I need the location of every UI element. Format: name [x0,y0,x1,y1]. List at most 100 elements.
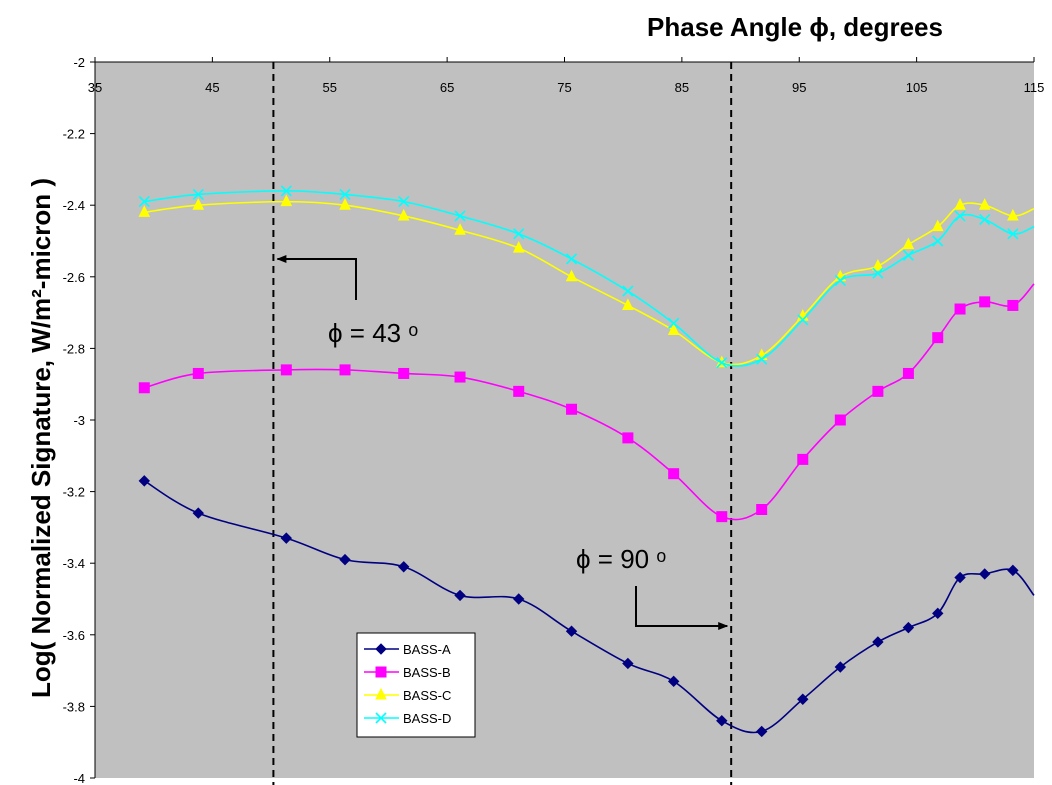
y-axis-title: Log( Normalized Signature, W/m²-micron ) [26,178,56,698]
data-point [834,661,847,673]
data-point [1007,299,1019,311]
data-point [932,607,944,620]
data-point [192,198,205,210]
annotation-arrow-right [635,586,729,630]
data-point [978,568,991,580]
data-point [834,274,846,286]
data-point [797,693,809,705]
data-point [834,414,846,426]
data-point [454,371,466,383]
data-point [872,267,884,279]
legend-item: BASS-B [364,665,451,680]
data-point [902,237,915,250]
x-tick-label: 55 [323,80,337,95]
data-point [716,715,728,727]
data-point [872,258,884,271]
reference-lines [272,62,733,785]
y-tick-label: -3.2 [63,485,85,500]
data-point [398,367,410,379]
y-tick-label: -2.8 [63,341,85,356]
annotation-phi-90: ϕ = 90 ᵒ [576,544,666,574]
data-point [339,553,351,566]
data-point [454,223,466,235]
data-point [339,188,351,201]
data-point [513,593,525,605]
data-point [454,589,466,602]
data-point [566,403,578,415]
data-point [565,625,578,637]
data-point [872,385,884,397]
data-point [1007,208,1019,221]
data-point [954,210,966,222]
data-point [797,314,809,326]
data-point [931,219,944,232]
data-point [622,298,634,310]
data-point [1007,228,1019,240]
series-line [143,480,1035,734]
data-point [513,385,525,397]
x-tick-label: 65 [440,80,454,95]
data-point [280,532,293,544]
data-point [192,367,204,379]
data-point [872,636,884,648]
y-axis-ticks: -2 -2.2 -2.4 -2.6 -2.8 -3 -3.2 -3.4 -3.6 -3.8 -4 [63,55,95,785]
data-point [513,228,525,240]
legend-label: BASS-D [403,711,451,726]
series-bass-a [138,475,1035,738]
data-point [755,725,768,738]
x-tick-label: 85 [675,80,689,95]
plot-area [95,62,1034,778]
data-point [979,213,991,226]
data-point [398,196,410,208]
data-point [622,285,634,297]
series-layer [138,185,1035,738]
data-point [138,205,151,217]
data-point [797,453,809,465]
legend-item: BASS-C [364,687,451,703]
x-axis-ticks: 35 45 55 65 75 85 95 105 115 [88,57,1045,95]
data-point [339,198,351,210]
annotations: ϕ = 43 ᵒ ϕ = 90 ᵒ [276,255,729,630]
data-point [622,657,634,670]
legend-marker [375,712,387,724]
legend-label: BASS-B [403,665,451,680]
data-point [902,249,914,261]
data-point [978,198,991,210]
data-point [902,367,914,379]
data-point [1007,564,1019,577]
data-point [138,382,150,394]
legend-label: BASS-A [403,642,451,657]
x-tick-label: 105 [906,80,928,95]
data-point [565,269,578,282]
data-point [979,296,991,308]
x-tick-label: 115 [1024,80,1045,95]
data-point [512,241,525,253]
data-point [280,364,292,376]
annotation-arrow-left [276,255,357,300]
y-tick-label: -3.6 [63,628,85,643]
data-point [192,188,204,201]
data-point [932,235,944,247]
data-point [667,675,680,688]
data-point [902,621,915,634]
y-tick-label: -2.2 [63,127,85,142]
data-point [932,332,944,344]
data-point [668,317,680,329]
data-point [756,504,768,515]
y-tick-label: -3.4 [63,556,85,571]
y-tick-label: -3 [73,413,85,428]
data-point [622,432,634,444]
y-tick-label: -2 [73,55,85,70]
x-tick-label: 75 [557,80,571,95]
annotation-phi-43: ϕ = 43 ᵒ [328,318,418,348]
legend-marker [375,666,387,678]
data-point [454,210,466,222]
legend: BASS-A BASS-B BASS-C BASS-D [356,632,476,738]
data-point [280,194,293,207]
y-tick-label: -4 [73,771,85,785]
legend-marker [375,643,387,655]
series-bass-d [138,185,1035,369]
data-point [397,561,410,573]
x-axis-title: Phase Angle ϕ, degrees [647,12,943,42]
